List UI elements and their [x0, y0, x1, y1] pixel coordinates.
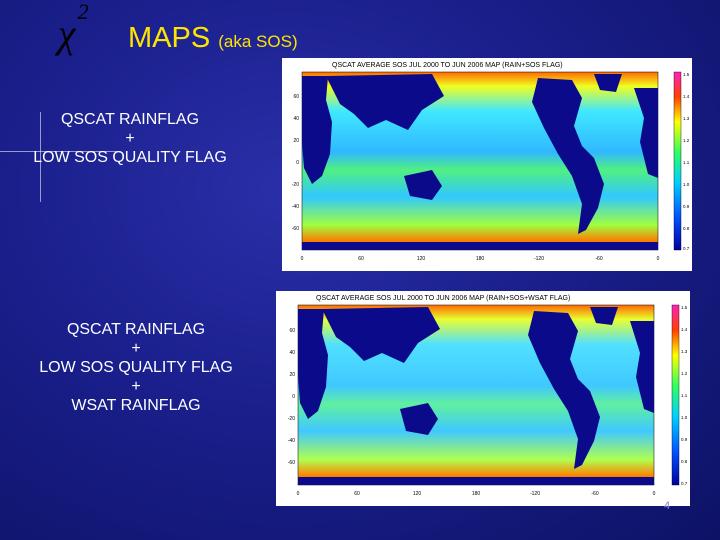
flag-plus: + — [131, 340, 141, 357]
colorbar-ticks: 1.5 1.4 1.3 1.2 1.1 1.0 0.9 0.8 0.7 — [683, 72, 690, 251]
flag-plus: + — [131, 378, 141, 395]
y-tick: 20 — [289, 372, 295, 378]
land-greenland — [590, 307, 618, 325]
x-tick: 0 — [301, 256, 304, 262]
page-number: 4 — [664, 500, 671, 512]
colorbar — [673, 71, 682, 251]
x-tick: 180 — [476, 256, 485, 262]
colorbar-tick: 1.0 — [683, 182, 690, 187]
colorbar-tick: 0.8 — [683, 226, 690, 231]
colorbar-tick: 0.9 — [683, 204, 690, 209]
colorbar-tick: 1.0 — [681, 415, 688, 420]
flag-line: WSAT RAINFLAG — [71, 397, 201, 414]
y-tick: -20 — [288, 416, 295, 422]
colorbar-tick: 1.1 — [683, 160, 690, 165]
flag-line: LOW SOS QUALITY FLAG — [39, 359, 233, 376]
y-tick: -40 — [288, 438, 295, 444]
flag-list-1: QSCAT RAINFLAG + LOW SOS QUALITY FLAG — [8, 110, 252, 167]
land-australia — [404, 170, 442, 200]
colorbar-ticks: 1.5 1.4 1.3 1.2 1.1 1.0 0.9 0.8 0.7 — [681, 305, 688, 486]
x-tick: 60 — [358, 256, 364, 262]
colorbar-tick: 0.9 — [681, 437, 688, 442]
y-tick: -40 — [292, 204, 299, 210]
colorbar-tick: 1.5 — [681, 305, 688, 310]
map-title: QSCAT AVERAGE SOS JUL 2000 TO JUN 2006 M… — [316, 295, 570, 302]
land-east-africa-edge — [634, 88, 658, 178]
x-tick: 120 — [417, 256, 426, 262]
y-tick: -20 — [292, 182, 299, 188]
colorbar-tick: 0.7 — [683, 246, 690, 251]
y-tick: 40 — [293, 116, 299, 122]
land-greenland — [594, 74, 622, 92]
colorbar-tick: 1.1 — [681, 393, 688, 398]
x-tick: -60 — [591, 491, 598, 497]
y-tick: 40 — [289, 350, 295, 356]
x-tick: 0 — [653, 491, 656, 497]
colorbar-tick: 1.4 — [683, 94, 690, 99]
y-ticks: 60 40 20 0 -20 -40 -60 — [292, 94, 299, 232]
colorbar-tick: 1.3 — [683, 116, 690, 121]
x-tick: 60 — [354, 491, 360, 497]
land-americas — [532, 78, 604, 234]
colorbar-tick: 1.2 — [683, 138, 690, 143]
colorbar-tick: 1.4 — [681, 327, 688, 332]
flag-plus: + — [125, 130, 135, 147]
x-tick: 180 — [472, 491, 481, 497]
y-tick: 60 — [293, 94, 299, 100]
land-antarctica — [298, 477, 654, 485]
land-masses — [298, 307, 654, 485]
land-europe-africa — [302, 76, 332, 184]
land-east-africa-edge — [630, 321, 654, 413]
crosshair-horizontal — [0, 151, 118, 152]
colorbar-tick: 0.8 — [681, 459, 688, 464]
sos-map-rain-sos-flag: QSCAT AVERAGE SOS JUL 2000 TO JUN 2006 M… — [282, 58, 692, 271]
chi-squared-symbol: χ2 — [58, 0, 89, 56]
land-asia — [326, 74, 444, 130]
y-ticks: 60 40 20 0 -20 -40 -60 — [288, 328, 295, 466]
colorbar-tick: 1.5 — [683, 72, 690, 77]
land-asia — [322, 307, 440, 363]
x-tick: -60 — [595, 256, 602, 262]
colorbar — [671, 304, 680, 486]
colorbar-tick: 0.7 — [681, 481, 688, 486]
land-antarctica — [302, 242, 658, 250]
colorbar-tick: 1.3 — [681, 349, 688, 354]
y-tick: 0 — [292, 394, 295, 400]
flag-line: QSCAT RAINFLAG — [60, 111, 200, 128]
x-ticks: 0 60 120 180 -120 -60 0 — [301, 256, 660, 262]
crosshair-vertical — [40, 112, 41, 202]
sos-map-rain-sos-wsat-flag: QSCAT AVERAGE SOS JUL 2000 TO JUN 2006 M… — [276, 291, 690, 506]
y-tick: -60 — [292, 226, 299, 232]
y-tick: 20 — [293, 138, 299, 144]
land-australia — [400, 403, 438, 435]
x-tick: -120 — [530, 491, 540, 497]
x-tick: 0 — [297, 491, 300, 497]
land-americas — [528, 311, 600, 469]
flag-line: QSCAT RAINFLAG — [66, 321, 206, 338]
land-europe-africa — [298, 309, 328, 419]
x-tick: 0 — [657, 256, 660, 262]
x-tick: 120 — [413, 491, 422, 497]
y-tick: 0 — [296, 160, 299, 166]
y-tick: -60 — [288, 460, 295, 466]
colorbar-tick: 1.2 — [681, 371, 688, 376]
slide-title: MAPS (aka SOS) — [128, 22, 298, 54]
flag-list-2: QSCAT RAINFLAG + LOW SOS QUALITY FLAG + … — [14, 320, 258, 415]
land-masses — [302, 74, 658, 250]
x-tick: -120 — [534, 256, 544, 262]
map-title: QSCAT AVERAGE SOS JUL 2000 TO JUN 2006 M… — [332, 62, 563, 69]
y-tick: 60 — [289, 328, 295, 334]
x-ticks: 0 60 120 180 -120 -60 0 — [297, 491, 656, 497]
flag-line: LOW SOS QUALITY FLAG — [33, 149, 227, 166]
